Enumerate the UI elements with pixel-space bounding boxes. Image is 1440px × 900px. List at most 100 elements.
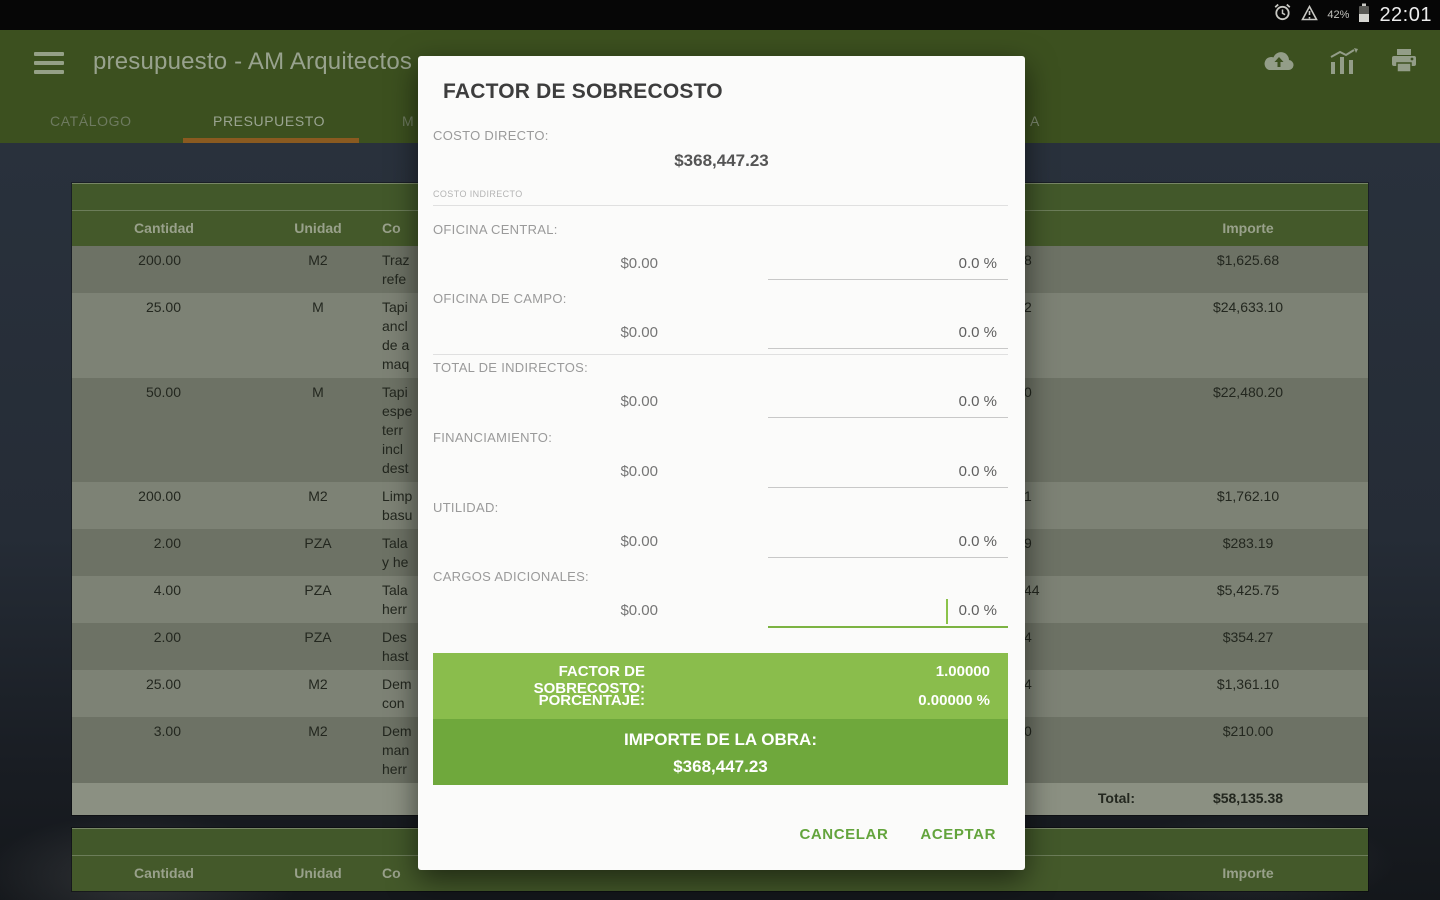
chart-icon[interactable] bbox=[1328, 48, 1358, 76]
tab-partial-left[interactable]: M bbox=[402, 113, 415, 129]
cell-concepto-truncated: Tapi espe terr incl dest bbox=[382, 384, 413, 476]
tab-catalogo[interactable]: CATÁLOGO bbox=[50, 113, 132, 129]
summary-importe-section: IMPORTE DE LA OBRA: $368,447.23 bbox=[433, 719, 1008, 785]
group-divider bbox=[433, 354, 1008, 355]
percent-input[interactable]: 0.0 % bbox=[958, 255, 997, 272]
cell-cantidad: 4.00 bbox=[153, 582, 181, 598]
summary-factor-section: FACTOR DE SOBRECOSTO: 1.00000 PORCENTAJE… bbox=[433, 653, 1008, 719]
text-cursor bbox=[946, 599, 948, 624]
field-label: FINANCIAMIENTO: bbox=[433, 430, 553, 445]
cell-importe: $1,361.10 bbox=[1216, 676, 1280, 692]
percent-input[interactable]: 0.0 % bbox=[958, 393, 997, 410]
cell-cantidad: 25.00 bbox=[145, 299, 181, 315]
field-label: UTILIDAD: bbox=[433, 500, 499, 515]
field-label: CARGOS ADICIONALES: bbox=[433, 569, 589, 584]
factor-label: FACTOR DE SOBRECOSTO: bbox=[533, 663, 645, 697]
percent-input[interactable]: 0.0 % bbox=[958, 463, 997, 480]
column-header-importe: Importe bbox=[1222, 865, 1274, 881]
column-header-importe: Importe bbox=[1222, 220, 1274, 236]
percent-input-underline bbox=[768, 487, 1008, 488]
cell-cantidad: 200.00 bbox=[138, 488, 181, 504]
page-title: presupuesto - AM Arquitectos bbox=[93, 48, 413, 75]
total-value: $58,135.38 bbox=[1212, 790, 1284, 806]
cell-importe: $354.27 bbox=[1222, 629, 1274, 645]
cell-cantidad: 50.00 bbox=[145, 384, 181, 400]
percent-input-underline bbox=[768, 348, 1008, 349]
cell-concepto-truncated: Tala herr bbox=[382, 582, 408, 617]
column-header-unidad: Unidad bbox=[294, 220, 342, 236]
dialog-title: FACTOR DE SOBRECOSTO bbox=[443, 80, 723, 103]
costo-indirecto-section-label: COSTO INDIRECTO bbox=[433, 189, 523, 199]
cell-cantidad: 3.00 bbox=[153, 723, 181, 739]
field-amount-value: $0.00 bbox=[620, 324, 658, 341]
accept-button[interactable]: ACEPTAR bbox=[918, 822, 998, 847]
costo-directo-label: COSTO DIRECTO: bbox=[433, 128, 549, 143]
cell-pu-partial: 4 bbox=[1024, 676, 1032, 692]
cell-importe: $1,625.68 bbox=[1216, 252, 1280, 268]
section-divider bbox=[433, 205, 1008, 206]
secondary-table: Cantidad Unidad Co Importe bbox=[72, 828, 1368, 891]
clock-label: 22:01 bbox=[1379, 3, 1432, 26]
percent-input-underline bbox=[768, 626, 1008, 628]
field-amount-value: $0.00 bbox=[620, 602, 658, 619]
cell-unidad: PZA bbox=[304, 629, 332, 645]
status-bar: 42% 22:01 bbox=[0, 0, 1440, 30]
percent-input-underline bbox=[768, 557, 1008, 558]
cancel-button[interactable]: CANCELAR bbox=[797, 822, 890, 847]
field-label: OFICINA DE CAMPO: bbox=[433, 291, 567, 306]
tab-presupuesto[interactable]: PRESUPUESTO bbox=[213, 113, 326, 129]
cell-pu-partial: 0 bbox=[1024, 384, 1032, 400]
cell-unidad: M bbox=[312, 384, 324, 400]
cell-unidad: M2 bbox=[308, 676, 328, 692]
column-header-cantidad: Cantidad bbox=[134, 865, 194, 881]
cell-concepto-truncated: Dem man herr bbox=[382, 723, 412, 777]
cell-importe: $210.00 bbox=[1222, 723, 1274, 739]
cell-cantidad: 2.00 bbox=[153, 535, 181, 551]
porcentaje-value: 0.00000 % bbox=[918, 692, 990, 709]
cell-unidad: M2 bbox=[308, 252, 328, 268]
field-amount-value: $0.00 bbox=[620, 393, 658, 410]
field-amount-value: $0.00 bbox=[620, 533, 658, 550]
cell-pu-partial: 44 bbox=[1024, 582, 1040, 598]
percent-input[interactable]: 0.0 % bbox=[958, 533, 997, 550]
column-header-concepto: Co bbox=[382, 220, 401, 236]
cell-importe: $5,425.75 bbox=[1216, 582, 1280, 598]
percent-input[interactable]: 0.0 % bbox=[958, 602, 997, 619]
cell-unidad: PZA bbox=[304, 535, 332, 551]
print-icon[interactable] bbox=[1390, 49, 1418, 75]
factor-value: 1.00000 bbox=[935, 663, 990, 680]
battery-icon bbox=[1358, 3, 1370, 28]
cell-pu-partial: 0 bbox=[1024, 723, 1032, 739]
importe-obra-label: IMPORTE DE LA OBRA: bbox=[624, 730, 817, 749]
percent-input[interactable]: 0.0 % bbox=[958, 324, 997, 341]
percent-input-underline bbox=[768, 279, 1008, 280]
field-label: TOTAL DE INDIRECTOS: bbox=[433, 360, 589, 375]
field-amount-value: $0.00 bbox=[620, 255, 658, 272]
column-header-concepto: Co bbox=[382, 865, 401, 881]
menu-icon[interactable] bbox=[34, 52, 64, 78]
column-header-unidad: Unidad bbox=[294, 865, 342, 881]
alarm-icon bbox=[1273, 3, 1292, 27]
summary-box: FACTOR DE SOBRECOSTO: 1.00000 PORCENTAJE… bbox=[433, 653, 1008, 785]
cell-unidad: PZA bbox=[304, 582, 332, 598]
cell-importe: $22,480.20 bbox=[1212, 384, 1284, 400]
column-header-cantidad: Cantidad bbox=[134, 220, 194, 236]
porcentaje-label: PORCENTAJE: bbox=[538, 692, 645, 709]
cell-concepto-truncated: Limp basu bbox=[382, 488, 413, 523]
field-amount-value: $0.00 bbox=[620, 463, 658, 480]
cell-concepto-truncated: Traz refe bbox=[382, 252, 410, 287]
cell-cantidad: 25.00 bbox=[145, 676, 181, 692]
cell-unidad: M bbox=[312, 299, 324, 315]
total-label: Total: bbox=[1097, 790, 1135, 806]
tab-partial-right[interactable]: A bbox=[1030, 113, 1040, 129]
cell-concepto-truncated: Des hast bbox=[382, 629, 409, 664]
cell-cantidad: 200.00 bbox=[138, 252, 181, 268]
network-icon bbox=[1301, 4, 1319, 26]
cell-importe: $24,633.10 bbox=[1212, 299, 1284, 315]
cell-concepto-truncated: Tala y he bbox=[382, 535, 409, 570]
cell-pu-partial: 8 bbox=[1024, 252, 1032, 268]
battery-percent-label: 42% bbox=[1327, 9, 1350, 21]
cloud-upload-icon[interactable] bbox=[1262, 49, 1296, 75]
active-tab-indicator bbox=[183, 138, 359, 143]
